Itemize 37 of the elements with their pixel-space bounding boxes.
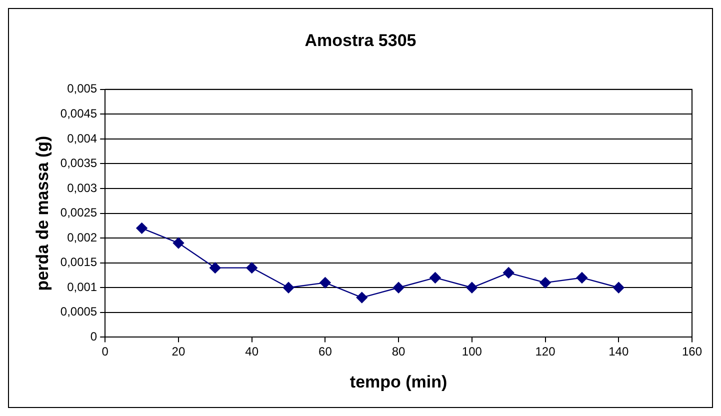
- point: [282, 282, 294, 294]
- point: [136, 222, 148, 234]
- point: [576, 272, 588, 284]
- point: [430, 272, 441, 284]
- x-tick-label: 120: [535, 344, 556, 359]
- y-tick-label: 0,0025: [60, 206, 98, 220]
- y-tick-label: 0,0035: [60, 156, 98, 170]
- x-tick-label: 60: [318, 344, 332, 359]
- point: [356, 292, 368, 304]
- point: [320, 277, 331, 288]
- x-tick-label: 80: [392, 344, 406, 359]
- point: [210, 262, 221, 274]
- point: [392, 282, 404, 294]
- x-tick-label: 140: [608, 344, 629, 359]
- point: [172, 237, 184, 249]
- x-tick-label: 40: [245, 344, 259, 359]
- x-tick-label: 100: [462, 344, 482, 359]
- y-tick-label: 0,004: [67, 131, 98, 146]
- x-tick-label: 160: [682, 344, 702, 359]
- point: [502, 267, 514, 278]
- point: [613, 282, 624, 294]
- y-tick-label: 0,001: [67, 280, 98, 294]
- chart-title: Amostra 5305: [304, 30, 416, 50]
- y-tick-label: 0,005: [67, 82, 98, 96]
- y-tick-label: 0,003: [67, 180, 98, 195]
- y-tick-label: 0,0015: [60, 255, 98, 270]
- x-tick-label: 0: [102, 344, 109, 359]
- point: [540, 277, 551, 288]
- y-axis-title: perda de massa (g): [32, 136, 52, 291]
- point: [246, 262, 258, 274]
- x-axis-title: tempo (min): [350, 372, 448, 392]
- point: [466, 282, 478, 294]
- y-tick-label: 0,0045: [60, 106, 98, 120]
- y-tick-label: 0: [90, 330, 98, 344]
- x-tick-label: 20: [172, 344, 186, 359]
- y-tick-label: 0,002: [67, 230, 98, 244]
- y-tick-label: 0,0005: [60, 304, 98, 319]
